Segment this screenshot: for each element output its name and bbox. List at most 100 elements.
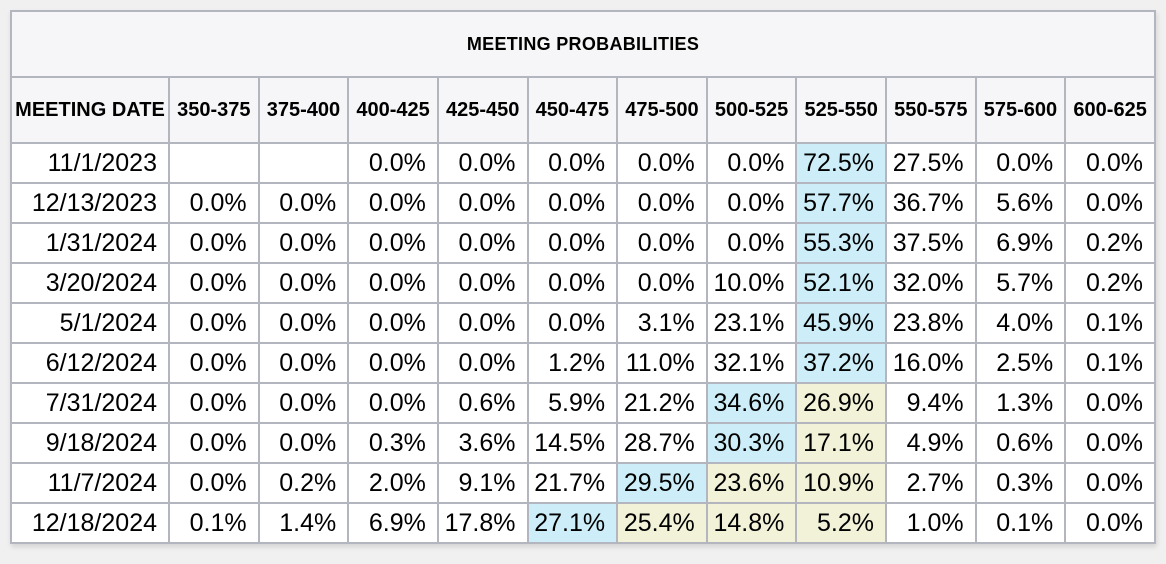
probability-cell: 5.6% [974, 182, 1067, 224]
probability-cell: 0.0% [526, 262, 619, 304]
probability-cell: 0.6% [436, 382, 529, 424]
probability-cell: 0.1% [168, 502, 260, 544]
probability-cell: 0.0% [705, 182, 798, 224]
probability-cell: 23.6% [705, 462, 798, 504]
column-header-rate-range: 475-500 [616, 76, 708, 144]
column-header-rate-range: 375-400 [257, 76, 350, 144]
column-header-rate-range: 350-375 [168, 76, 260, 144]
probability-cell: 26.9% [795, 382, 887, 424]
meeting-date-cell: 7/31/2024 [10, 382, 170, 424]
probability-cell: 29.5% [616, 462, 708, 504]
table-row: 11/1/2023 0.0% 0.0% 0.0% 0.0% 0.0% 72.5% 27.5% 0… [10, 142, 1156, 184]
probability-cell: 0.0% [347, 222, 439, 264]
probability-cell: 57.7% [795, 182, 887, 224]
probability-cell: 10.0% [705, 262, 798, 304]
probability-cell: 1.2% [526, 342, 619, 384]
probability-cell: 3.1% [616, 302, 708, 344]
table-row: 9/18/2024 0.0% 0.0% 0.3% 3.6% 14.5% 28.7% 30.3%… [10, 422, 1156, 464]
probability-cell: 23.1% [705, 302, 798, 344]
probability-cell: 0.0% [168, 302, 260, 344]
probability-cell: 0.0% [168, 182, 260, 224]
column-header-rate-range: 575-600 [974, 76, 1067, 144]
meeting-date-cell: 9/18/2024 [10, 422, 170, 464]
probability-cell: 2.0% [347, 462, 439, 504]
probability-cell: 0.0% [168, 462, 260, 504]
probability-cell: 10.9% [795, 462, 887, 504]
meeting-date-cell: 12/18/2024 [10, 502, 170, 544]
meeting-date-cell: 1/31/2024 [10, 222, 170, 264]
probability-cell: 0.0% [168, 262, 260, 304]
column-header-rate-range: 500-525 [705, 76, 798, 144]
probability-cell: 5.9% [526, 382, 619, 424]
probability-cell: 0.0% [168, 382, 260, 424]
probability-cell: 0.0% [436, 142, 529, 184]
probability-cell: 72.5% [795, 142, 887, 184]
probability-cell: 16.0% [885, 342, 977, 384]
probability-cell: 0.0% [347, 142, 439, 184]
probability-cell: 0.3% [347, 422, 439, 464]
probability-cell: 6.9% [974, 222, 1067, 264]
meeting-date-cell: 12/13/2023 [10, 182, 170, 224]
probability-cell: 2.5% [974, 342, 1067, 384]
probability-cell: 0.0% [257, 422, 350, 464]
probability-cell: 0.1% [1064, 342, 1156, 384]
probability-cell: 11.0% [616, 342, 708, 384]
probability-cell: 0.1% [974, 502, 1067, 544]
probability-cell: 28.7% [616, 422, 708, 464]
probability-cell: 3.6% [436, 422, 529, 464]
probability-cell: 0.0% [526, 302, 619, 344]
probability-cell: 0.0% [616, 142, 708, 184]
column-header-rate-range: 600-625 [1064, 76, 1156, 144]
probability-cell: 0.0% [168, 422, 260, 464]
probability-cell: 6.9% [347, 502, 439, 544]
probability-cell: 23.8% [885, 302, 977, 344]
table-row: 12/13/2023 0.0% 0.0% 0.0% 0.0% 0.0% 0.0% 0.0% 57… [10, 182, 1156, 224]
probability-cell: 0.0% [974, 142, 1067, 184]
column-header-rate-range: 525-550 [795, 76, 887, 144]
probability-cell: 0.0% [436, 222, 529, 264]
probability-cell: 30.3% [705, 422, 798, 464]
probability-cell: 0.0% [1064, 502, 1156, 544]
table-row: 3/20/2024 0.0% 0.0% 0.0% 0.0% 0.0% 0.0% 10.0% 52… [10, 262, 1156, 304]
probability-cell: 0.0% [257, 342, 350, 384]
probability-cell: 0.0% [1064, 142, 1156, 184]
probability-cell: 0.1% [1064, 302, 1156, 344]
probability-cell: 45.9% [795, 302, 887, 344]
probability-cell: 4.0% [974, 302, 1067, 344]
probability-cell: 0.0% [347, 342, 439, 384]
probability-cell: 0.0% [347, 182, 439, 224]
probability-cell: 0.0% [705, 142, 798, 184]
probability-cell: 0.0% [436, 342, 529, 384]
meeting-date-cell: 6/12/2024 [10, 342, 170, 384]
probability-cell: 5.7% [974, 262, 1067, 304]
probability-cell: 0.0% [1064, 382, 1156, 424]
column-header-rate-range: 425-450 [436, 76, 529, 144]
probability-cell: 5.2% [795, 502, 887, 544]
probability-cell: 14.8% [705, 502, 798, 544]
header-row: MEETING DATE 350-375 375-400 400-425 425-450… [10, 76, 1156, 144]
table-row: 5/1/2024 0.0% 0.0% 0.0% 0.0% 0.0% 3.1% 23.1% 45.… [10, 302, 1156, 344]
probability-cell: 0.0% [526, 182, 619, 224]
probability-cell: 21.7% [526, 462, 619, 504]
table-row: 7/31/2024 0.0% 0.0% 0.0% 0.6% 5.9% 21.2% 34.6% 2… [10, 382, 1156, 424]
meeting-probabilities-table: MEETING PROBABILITIES MEETING DATE 350-37… [10, 10, 1156, 544]
probability-cell: 0.3% [974, 462, 1067, 504]
meeting-date-cell: 3/20/2024 [10, 262, 170, 304]
probability-cell: 0.0% [436, 302, 529, 344]
probability-cell: 32.0% [885, 262, 977, 304]
probability-cell: 0.0% [168, 342, 260, 384]
probability-cell: 27.1% [526, 502, 619, 544]
probability-cell: 0.2% [1064, 222, 1156, 264]
probability-cell: 0.0% [616, 182, 708, 224]
probability-cell: 0.0% [1064, 182, 1156, 224]
probability-cell: 0.0% [257, 222, 350, 264]
probability-cell: 0.0% [257, 262, 350, 304]
table-row: 11/7/2024 0.0% 0.2% 2.0% 9.1% 21.7% 29.5% 23.6%… [10, 462, 1156, 504]
probability-cell: 0.0% [1064, 422, 1156, 464]
probability-cell [257, 142, 350, 184]
title-row: MEETING PROBABILITIES [10, 10, 1156, 78]
probability-cell: 17.1% [795, 422, 887, 464]
probability-cell: 0.0% [347, 262, 439, 304]
probability-cell [168, 142, 260, 184]
probability-cell: 1.0% [885, 502, 977, 544]
